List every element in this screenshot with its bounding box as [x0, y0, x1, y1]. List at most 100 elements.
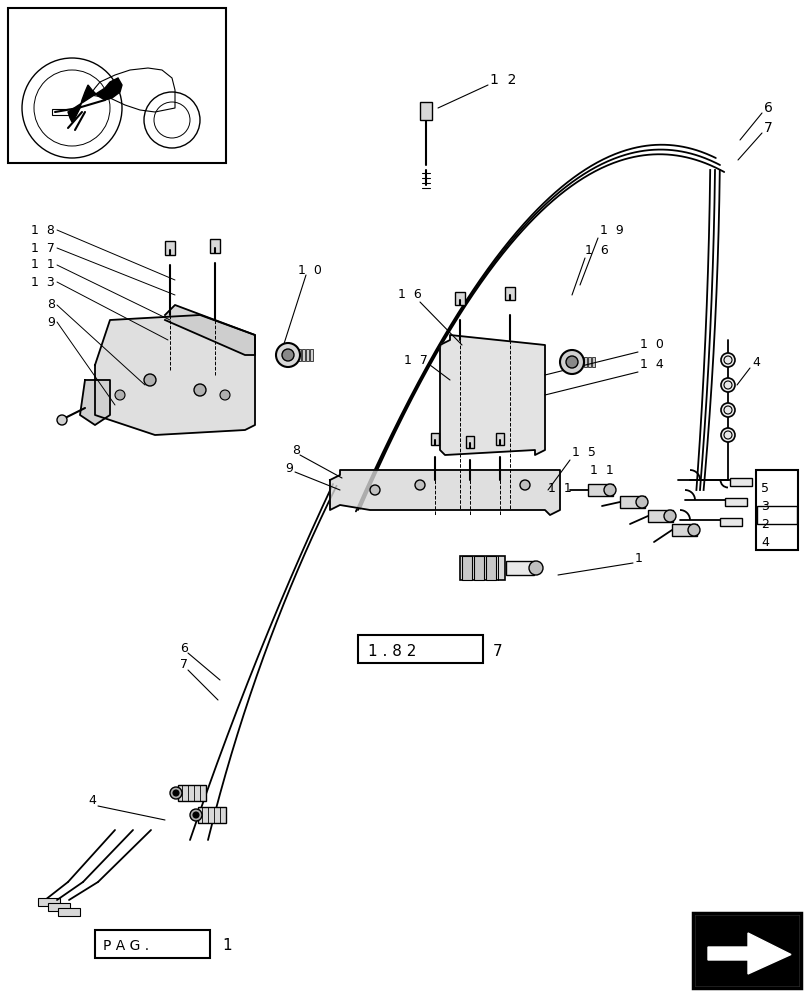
Circle shape [414, 480, 424, 490]
Text: 8: 8 [47, 298, 55, 312]
Text: 9: 9 [47, 316, 55, 328]
Text: 1  2: 1 2 [489, 73, 516, 87]
Text: 3: 3 [760, 499, 768, 512]
Bar [694, 915, 798, 986]
Text: 7: 7 [180, 658, 188, 672]
Text: P A G .: P A G . [103, 939, 149, 953]
Circle shape [276, 343, 299, 367]
Circle shape [57, 415, 67, 425]
Text: 7: 7 [763, 121, 772, 135]
Bar [95, 930, 210, 958]
Circle shape [565, 356, 577, 368]
Bar [583, 357, 586, 367]
Circle shape [560, 350, 583, 374]
Polygon shape [329, 470, 560, 515]
Bar [587, 357, 590, 367]
Bar [302, 349, 305, 361]
Text: 4: 4 [88, 793, 96, 806]
Bar [48, 903, 70, 911]
Bar [38, 898, 60, 906]
Text: 1: 1 [634, 552, 642, 564]
Polygon shape [80, 380, 109, 425]
Text: 1  9: 1 9 [599, 224, 623, 237]
Circle shape [115, 390, 125, 400]
Text: 9: 9 [285, 462, 293, 475]
Bar [692, 913, 800, 988]
Circle shape [603, 484, 616, 496]
Text: 2: 2 [760, 518, 768, 530]
Bar [58, 908, 80, 916]
Circle shape [220, 390, 230, 400]
Bar [431, 433, 439, 445]
Polygon shape [440, 335, 544, 455]
Text: 1  8: 1 8 [31, 224, 55, 237]
Bar [178, 785, 206, 801]
Bar [461, 556, 471, 580]
Circle shape [519, 480, 530, 490]
Text: 1: 1 [221, 938, 231, 953]
Circle shape [663, 510, 676, 522]
Polygon shape [704, 929, 792, 976]
Circle shape [193, 812, 199, 818]
Bar [298, 349, 301, 361]
Text: 1  0: 1 0 [298, 263, 321, 276]
Text: 1  6: 1 6 [397, 288, 421, 302]
Text: 1  1: 1 1 [547, 482, 571, 494]
Bar [466, 436, 474, 448]
Polygon shape [165, 305, 255, 355]
Circle shape [144, 374, 156, 386]
Circle shape [720, 428, 734, 442]
Circle shape [169, 787, 182, 799]
Polygon shape [68, 78, 122, 122]
Bar [756, 506, 796, 524]
Text: 1  7: 1 7 [31, 241, 55, 254]
Bar [486, 556, 496, 580]
Bar [647, 510, 672, 522]
Circle shape [720, 378, 734, 392]
Bar [8, 8, 225, 163]
Text: 6: 6 [180, 642, 187, 654]
Circle shape [720, 403, 734, 417]
Circle shape [635, 496, 647, 508]
Text: 4: 4 [760, 536, 768, 548]
Text: 1  3: 1 3 [31, 275, 55, 288]
Bar [587, 484, 612, 496]
Text: 1  1: 1 1 [590, 464, 613, 477]
Text: 6: 6 [763, 101, 772, 115]
Circle shape [528, 561, 543, 575]
Bar [358, 635, 483, 663]
Text: 5: 5 [760, 482, 768, 494]
Circle shape [190, 809, 202, 821]
Text: 1  6: 1 6 [584, 243, 608, 256]
Bar [672, 524, 696, 536]
Circle shape [281, 349, 294, 361]
Bar [724, 498, 746, 506]
Polygon shape [95, 315, 255, 435]
Bar [454, 292, 465, 305]
Bar [165, 241, 175, 255]
Bar [310, 349, 312, 361]
Circle shape [720, 353, 734, 367]
Bar [198, 807, 225, 823]
Text: 8: 8 [292, 444, 299, 456]
Circle shape [370, 485, 380, 495]
Bar [591, 357, 594, 367]
Circle shape [173, 790, 178, 796]
Text: 1  0: 1 0 [639, 338, 663, 352]
Bar [460, 556, 504, 580]
Bar [719, 518, 741, 526]
Bar [504, 287, 514, 300]
Text: 7: 7 [492, 644, 502, 658]
Text: 1 . 8 2: 1 . 8 2 [367, 644, 416, 658]
Bar [210, 239, 220, 253]
Bar [52, 109, 70, 115]
Bar [729, 478, 751, 486]
Text: 4: 4 [751, 356, 759, 368]
Polygon shape [707, 933, 790, 974]
Bar [505, 561, 534, 575]
Bar [755, 470, 797, 550]
Bar [496, 433, 504, 445]
Bar [620, 496, 644, 508]
Circle shape [687, 524, 699, 536]
Text: 1  7: 1 7 [404, 354, 427, 366]
